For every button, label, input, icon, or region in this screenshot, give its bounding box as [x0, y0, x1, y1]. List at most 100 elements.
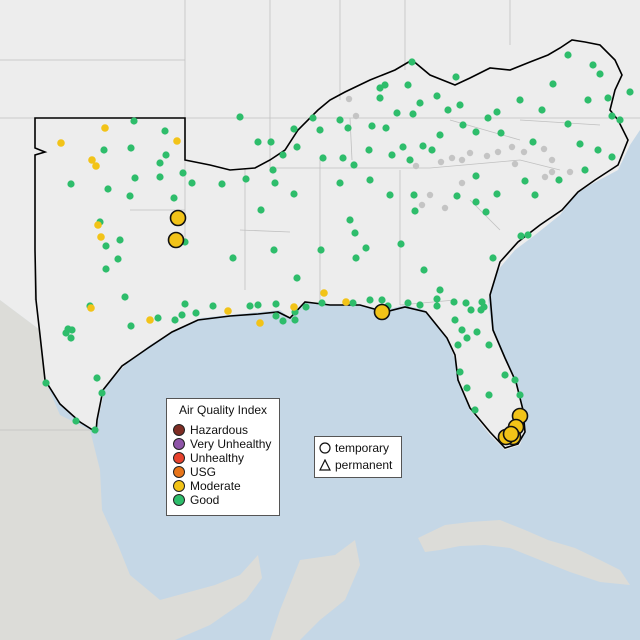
moderate-monitor[interactable]	[173, 137, 181, 145]
good-monitor[interactable]	[279, 317, 287, 325]
good-monitor[interactable]	[378, 296, 386, 304]
good-monitor[interactable]	[516, 391, 524, 399]
inactive-monitor[interactable]	[412, 162, 420, 170]
good-monitor[interactable]	[419, 142, 427, 150]
good-monitor[interactable]	[382, 124, 390, 132]
good-monitor[interactable]	[538, 106, 546, 114]
good-monitor[interactable]	[388, 151, 396, 159]
inactive-monitor[interactable]	[466, 149, 474, 157]
good-monitor[interactable]	[473, 328, 481, 336]
moderate-monitor[interactable]	[146, 316, 154, 324]
good-monitor[interactable]	[127, 322, 135, 330]
good-monitor[interactable]	[257, 206, 265, 214]
good-monitor[interactable]	[368, 122, 376, 130]
good-monitor[interactable]	[188, 179, 196, 187]
moderate-monitor[interactable]	[320, 289, 328, 297]
good-monitor[interactable]	[450, 298, 458, 306]
good-monitor[interactable]	[376, 94, 384, 102]
inactive-monitor[interactable]	[448, 154, 456, 162]
good-monitor[interactable]	[501, 371, 509, 379]
good-monitor[interactable]	[454, 341, 462, 349]
good-monitor[interactable]	[616, 116, 624, 124]
good-monitor[interactable]	[318, 299, 326, 307]
good-monitor[interactable]	[456, 368, 464, 376]
good-monitor[interactable]	[463, 334, 471, 342]
good-monitor[interactable]	[336, 116, 344, 124]
good-monitor[interactable]	[596, 70, 604, 78]
good-monitor[interactable]	[589, 61, 597, 69]
good-monitor[interactable]	[339, 154, 347, 162]
inactive-monitor[interactable]	[548, 156, 556, 164]
good-monitor[interactable]	[127, 144, 135, 152]
inactive-monitor[interactable]	[426, 191, 434, 199]
good-monitor[interactable]	[594, 146, 602, 154]
good-monitor[interactable]	[291, 316, 299, 324]
good-monitor[interactable]	[93, 374, 101, 382]
moderate-temporary-monitor[interactable]	[167, 231, 185, 249]
good-monitor[interactable]	[161, 127, 169, 135]
good-monitor[interactable]	[531, 191, 539, 199]
good-monitor[interactable]	[456, 101, 464, 109]
good-monitor[interactable]	[350, 161, 358, 169]
good-monitor[interactable]	[420, 266, 428, 274]
good-monitor[interactable]	[344, 124, 352, 132]
good-monitor[interactable]	[279, 151, 287, 159]
good-monitor[interactable]	[459, 121, 467, 129]
good-monitor[interactable]	[352, 254, 360, 262]
good-monitor[interactable]	[246, 302, 254, 310]
inactive-monitor[interactable]	[418, 201, 426, 209]
good-monitor[interactable]	[626, 88, 634, 96]
inactive-monitor[interactable]	[458, 179, 466, 187]
inactive-monitor[interactable]	[494, 148, 502, 156]
moderate-monitor[interactable]	[87, 304, 95, 312]
good-monitor[interactable]	[517, 232, 525, 240]
good-monitor[interactable]	[451, 316, 459, 324]
good-monitor[interactable]	[416, 99, 424, 107]
inactive-monitor[interactable]	[511, 160, 519, 168]
good-monitor[interactable]	[584, 96, 592, 104]
good-monitor[interactable]	[467, 306, 475, 314]
inactive-monitor[interactable]	[352, 112, 360, 120]
good-monitor[interactable]	[290, 125, 298, 133]
moderate-monitor[interactable]	[88, 156, 96, 164]
good-monitor[interactable]	[463, 384, 471, 392]
good-monitor[interactable]	[471, 406, 479, 414]
good-monitor[interactable]	[272, 312, 280, 320]
good-monitor[interactable]	[410, 191, 418, 199]
good-monitor[interactable]	[42, 379, 50, 387]
good-monitor[interactable]	[100, 146, 108, 154]
good-monitor[interactable]	[516, 96, 524, 104]
good-monitor[interactable]	[399, 143, 407, 151]
good-monitor[interactable]	[156, 159, 164, 167]
inactive-monitor[interactable]	[508, 143, 516, 151]
good-monitor[interactable]	[444, 106, 452, 114]
inactive-monitor[interactable]	[541, 173, 549, 181]
good-monitor[interactable]	[472, 198, 480, 206]
good-monitor[interactable]	[349, 299, 357, 307]
good-monitor[interactable]	[433, 92, 441, 100]
inactive-monitor[interactable]	[483, 152, 491, 160]
moderate-monitor[interactable]	[57, 139, 65, 147]
good-monitor[interactable]	[521, 177, 529, 185]
good-monitor[interactable]	[436, 131, 444, 139]
good-monitor[interactable]	[452, 73, 460, 81]
good-monitor[interactable]	[170, 194, 178, 202]
good-monitor[interactable]	[397, 240, 405, 248]
good-monitor[interactable]	[480, 303, 488, 311]
good-monitor[interactable]	[511, 376, 519, 384]
good-monitor[interactable]	[179, 169, 187, 177]
good-monitor[interactable]	[131, 174, 139, 182]
good-monitor[interactable]	[416, 301, 424, 309]
good-monitor[interactable]	[366, 176, 374, 184]
good-monitor[interactable]	[581, 166, 589, 174]
good-monitor[interactable]	[404, 299, 412, 307]
inactive-monitor[interactable]	[540, 145, 548, 153]
good-monitor[interactable]	[126, 192, 134, 200]
good-monitor[interactable]	[604, 94, 612, 102]
moderate-monitor[interactable]	[224, 307, 232, 315]
good-monitor[interactable]	[218, 180, 226, 188]
good-monitor[interactable]	[272, 300, 280, 308]
moderate-temporary-monitor[interactable]	[502, 425, 520, 443]
